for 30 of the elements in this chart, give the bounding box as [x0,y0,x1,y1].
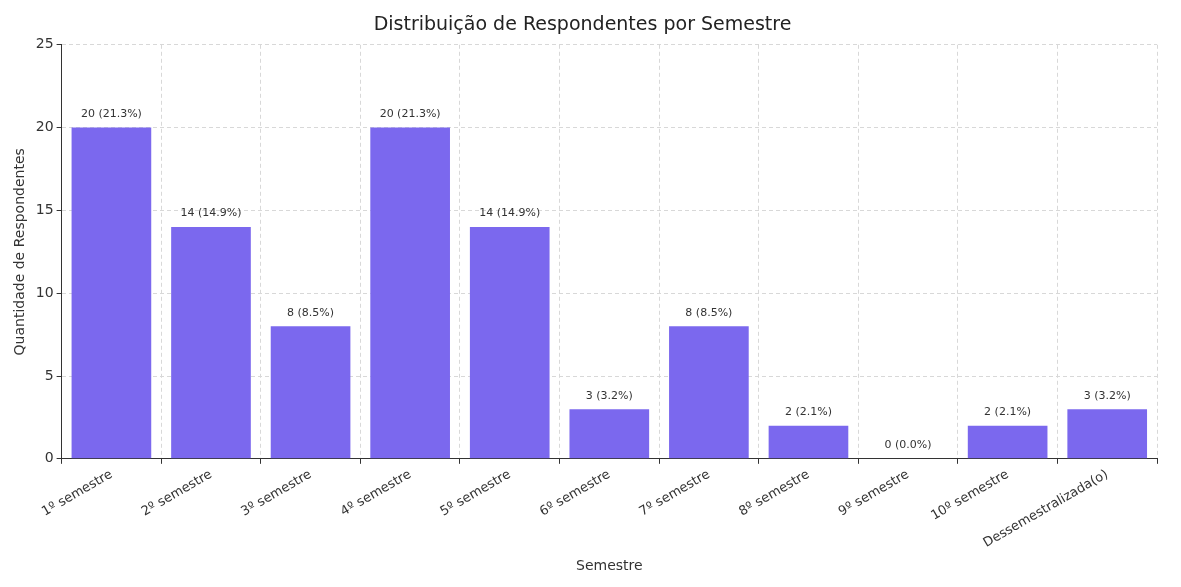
y-tick-label: 10 [35,283,54,300]
y-tick-label: 5 [44,366,54,383]
y-axis-title: Quantidade de Respondentes [11,148,28,356]
y-tick-label: 15 [35,201,54,218]
data-label: 2 (2.1%) [784,405,832,419]
bar [270,326,351,459]
y-tick-label: 0 [44,449,54,466]
data-label: 14 (14.9%) [479,206,541,220]
data-label: 0 (0.0%) [884,438,932,452]
data-label: 8 (8.5%) [685,305,733,319]
bar [569,409,650,459]
data-label: 8 (8.5%) [287,305,335,319]
bar [768,425,849,459]
y-tick-label: 25 [35,35,54,52]
y-tick-label: 20 [35,118,54,135]
bar [669,326,749,459]
data-label: 3 (3.2%) [585,388,633,402]
bar [967,425,1048,459]
data-label: 3 (3.2%) [1083,388,1131,402]
x-axis-title: Semestre [576,557,643,574]
chart-title: Distribuição de Respondentes por Semestre [373,12,792,35]
bar [469,226,550,459]
data-label: 14 (14.9%) [180,206,242,220]
data-label: 2 (2.1%) [984,405,1032,419]
bar [71,127,152,459]
data-label: 20 (21.3%) [379,106,441,120]
bar [1067,409,1148,459]
data-label: 20 (21.3%) [80,106,142,120]
bar [370,127,450,459]
bar [171,226,251,459]
